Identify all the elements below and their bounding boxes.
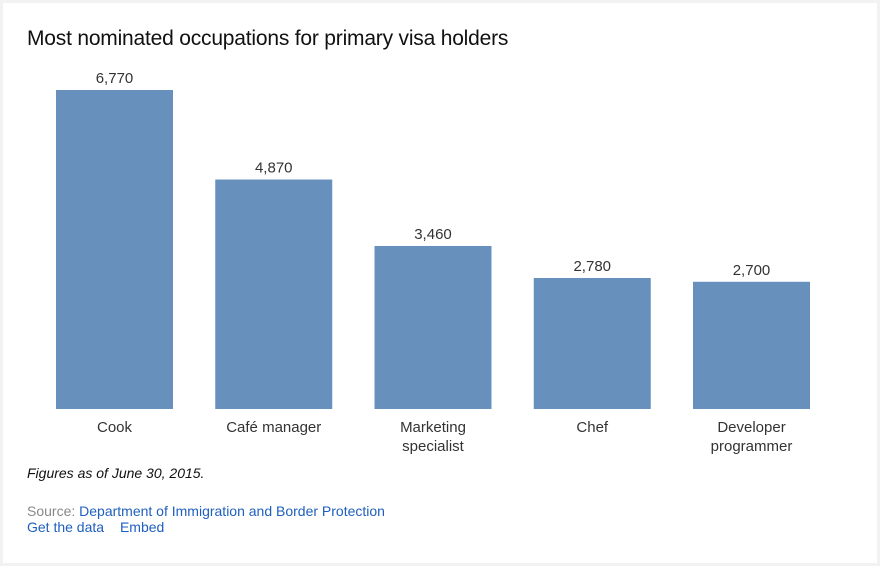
category-label: specialist	[402, 438, 465, 455]
embed-link[interactable]: Embed	[119, 519, 165, 535]
footer-links: Get the data Embed	[27, 519, 176, 535]
bar	[215, 179, 333, 409]
value-label: 3,460	[414, 226, 452, 243]
category-label: Chef	[576, 419, 609, 436]
bar	[374, 245, 492, 409]
category-label: Developer	[717, 419, 785, 436]
bar	[693, 281, 810, 409]
source-label: Source:	[27, 503, 80, 519]
footnote: Figures as of June 30, 2015.	[27, 465, 205, 481]
category-label: Marketing	[400, 419, 466, 436]
chart-title: Most nominated occupations for primary v…	[27, 27, 509, 50]
category-label: Café manager	[226, 419, 321, 436]
value-label: 4,870	[255, 160, 293, 177]
bar	[533, 278, 651, 409]
value-label: 2,700	[733, 262, 771, 279]
value-label: 6,770	[96, 70, 134, 87]
value-label: 2,780	[573, 258, 611, 275]
category-label: programmer	[711, 438, 793, 455]
category-label: Cook	[97, 419, 133, 436]
source-link[interactable]: Department of Immigration and Border Pro…	[79, 503, 385, 519]
get-data-link[interactable]: Get the data	[27, 519, 105, 535]
bar	[56, 90, 173, 409]
source-line: Source: Department of Immigration and Bo…	[27, 503, 385, 519]
